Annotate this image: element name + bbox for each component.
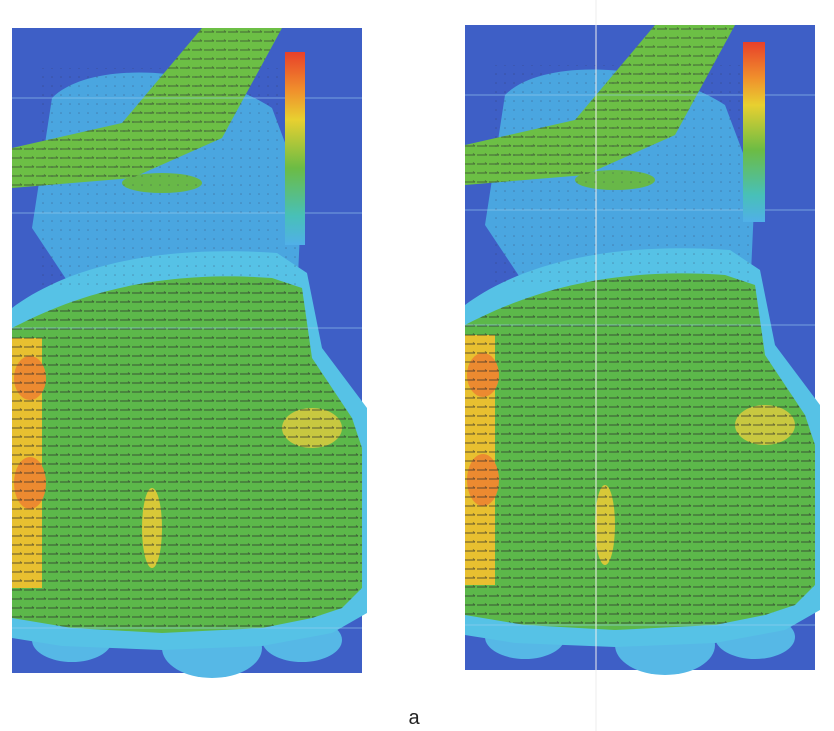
- caption: a: [408, 707, 420, 729]
- flow-field-right: [464, 24, 821, 676]
- color-bar: [743, 42, 765, 222]
- color-bar: [285, 52, 305, 245]
- flow-field-left: [11, 27, 368, 679]
